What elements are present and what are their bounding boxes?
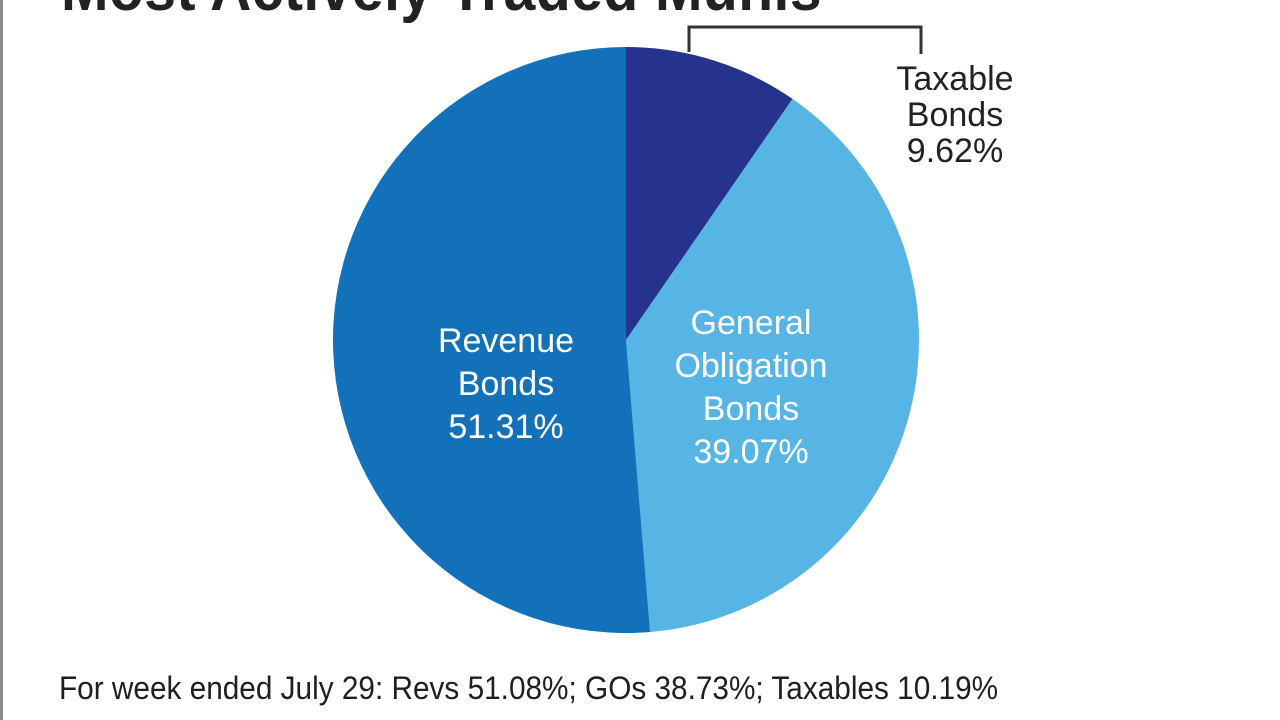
taxable-leader-line (687, 25, 923, 54)
pie-slice-2 (332, 47, 651, 633)
pie-slices (332, 47, 919, 633)
pie-slice-label-line: 9.62% (907, 132, 1003, 170)
pie-slice-label-1: General Obligation Bonds 39.07% (674, 304, 827, 471)
pie-chart: Taxable Bonds 9.62%General Obligation Bonds 3… (332, 25, 1014, 633)
chart-title: Most Actively Traded Munis (61, 0, 822, 25)
pie-slice-label-line: 51.31% (448, 408, 563, 446)
pie-slice-label-line: Bonds (458, 365, 554, 403)
pie-slice-label-line: Bonds (703, 390, 799, 428)
pie-slice-1 (626, 98, 919, 633)
pie-slice-label-2: Revenue Bonds 51.31% (438, 322, 574, 446)
pie-slice-label-0: Taxable Bonds 9.62% (896, 60, 1013, 170)
pie-slice-label-line: Obligation (674, 347, 827, 385)
pie-slice-label-line: General (691, 304, 812, 342)
chart-footnote: For week ended July 29: Revs 51.08%; GOs… (59, 670, 999, 706)
pie-slice-label-line: 39.07% (693, 433, 808, 471)
pie-slice-label-line: Taxable (896, 60, 1013, 98)
pie-slice-label-line: Bonds (907, 96, 1003, 134)
pie-labels: Taxable Bonds 9.62%General Obligation Bonds 3… (438, 60, 1014, 471)
pie-slice-0 (626, 47, 793, 340)
pie-slice-label-line: Revenue (438, 322, 574, 360)
